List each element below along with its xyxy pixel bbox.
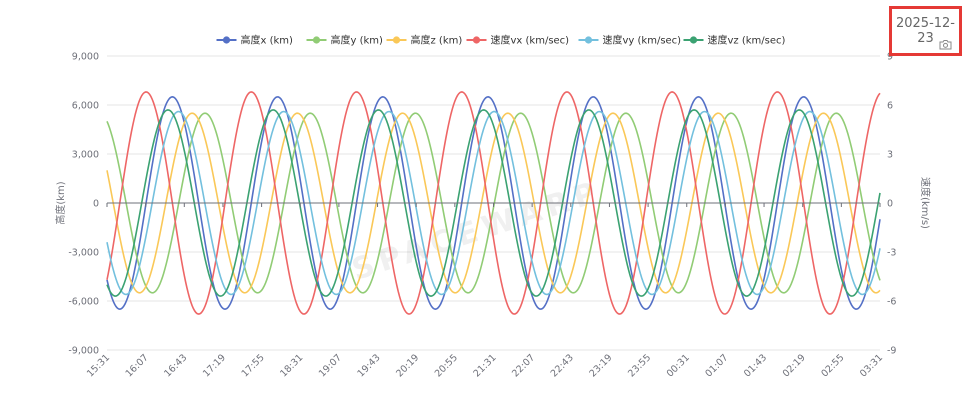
y-right-tick-label: -6 bbox=[887, 297, 896, 308]
y-left-axis-label: 高度(km) bbox=[54, 181, 67, 224]
y-left-tick-label: 9,000 bbox=[72, 52, 99, 63]
x-tick-label: 16:07 bbox=[124, 352, 151, 379]
legend-label: 高度z (km) bbox=[411, 34, 463, 47]
y-left-tick-label: -6,000 bbox=[68, 297, 99, 308]
y-left-tick-label: -9,000 bbox=[68, 346, 99, 357]
series-line bbox=[106, 112, 881, 294]
x-tick-label: 01:07 bbox=[703, 352, 730, 379]
x-tick-label: 01:43 bbox=[742, 352, 769, 379]
legend-label: 速度vz (km/sec) bbox=[708, 34, 786, 47]
legend-marker-icon bbox=[312, 36, 321, 44]
y-right-axis-label: 速度(km/s) bbox=[919, 177, 932, 229]
series-line bbox=[106, 91, 881, 315]
x-tick-label: 20:19 bbox=[394, 352, 421, 379]
x-tick-label: 22:07 bbox=[510, 352, 537, 379]
y-right-tick-label: 0 bbox=[887, 199, 893, 210]
legend-marker-icon bbox=[472, 36, 481, 44]
legend-marker-icon bbox=[392, 36, 401, 44]
y-right-tick-label: 3 bbox=[887, 150, 893, 161]
date-label: 2025-12-23 bbox=[895, 16, 955, 46]
y-left-tick-label: 3,000 bbox=[72, 150, 99, 161]
x-tick-label: 22:43 bbox=[549, 352, 576, 379]
x-tick-label: 21:31 bbox=[471, 352, 498, 379]
y-right-tick-label: 6 bbox=[887, 101, 893, 112]
y-right-tick-label: -3 bbox=[887, 248, 896, 259]
legend-label: 速度vy (km/sec) bbox=[603, 34, 682, 47]
date-toolbar: 2025-12-23 bbox=[889, 6, 962, 56]
legend-marker-icon bbox=[584, 36, 593, 44]
camera-icon[interactable] bbox=[939, 39, 952, 50]
series-line bbox=[106, 112, 881, 294]
legend-item[interactable]: 高度x (km) bbox=[216, 34, 294, 47]
series-line bbox=[106, 109, 881, 297]
x-tick-label: 18:31 bbox=[278, 352, 305, 379]
series-line bbox=[106, 110, 881, 296]
legend-item[interactable]: 高度z (km) bbox=[386, 34, 463, 47]
x-tick-label: 17:19 bbox=[201, 352, 228, 379]
y-left-tick-label: -3,000 bbox=[68, 248, 99, 259]
x-tick-label: 23:19 bbox=[587, 352, 614, 379]
legend-item[interactable]: 速度vz (km/sec) bbox=[683, 34, 786, 47]
x-tick-label: 19:07 bbox=[317, 352, 344, 379]
legend-item[interactable]: 速度vx (km/sec) bbox=[466, 34, 570, 47]
x-tick-label: 20:55 bbox=[433, 352, 460, 379]
x-tick-label: 00:31 bbox=[665, 352, 692, 379]
x-tick-label: 03:31 bbox=[858, 352, 885, 379]
series-line bbox=[106, 96, 881, 310]
x-tick-label: 17:55 bbox=[240, 352, 267, 379]
x-tick-label: 02:55 bbox=[819, 352, 846, 379]
legend-marker-icon bbox=[222, 36, 231, 44]
grid-lines bbox=[107, 55, 880, 351]
x-tick-label: 19:43 bbox=[356, 352, 383, 379]
legend-marker-icon bbox=[689, 36, 698, 44]
y-right-tick-label: -9 bbox=[887, 346, 896, 357]
x-tick-label: 16:43 bbox=[162, 352, 189, 379]
legend-label: 高度y (km) bbox=[331, 34, 384, 47]
legend-item[interactable]: 速度vy (km/sec) bbox=[578, 34, 682, 47]
series-lines bbox=[106, 91, 881, 315]
x-tick-label: 02:19 bbox=[781, 352, 808, 379]
legend-label: 速度vx (km/sec) bbox=[491, 34, 570, 47]
legend[interactable]: 高度x (km) 高度y (km) 高度z (km) 速度vx (km/sec) 速度v… bbox=[216, 34, 786, 47]
y-left-tick-label: 6,000 bbox=[72, 101, 99, 112]
y-right-tick-label: 9 bbox=[887, 52, 893, 63]
legend-item[interactable]: 高度y (km) bbox=[306, 34, 384, 47]
legend-label: 高度x (km) bbox=[241, 34, 294, 47]
x-tick-label: 23:55 bbox=[626, 352, 653, 379]
y-left-tick-label: 0 bbox=[93, 199, 99, 210]
